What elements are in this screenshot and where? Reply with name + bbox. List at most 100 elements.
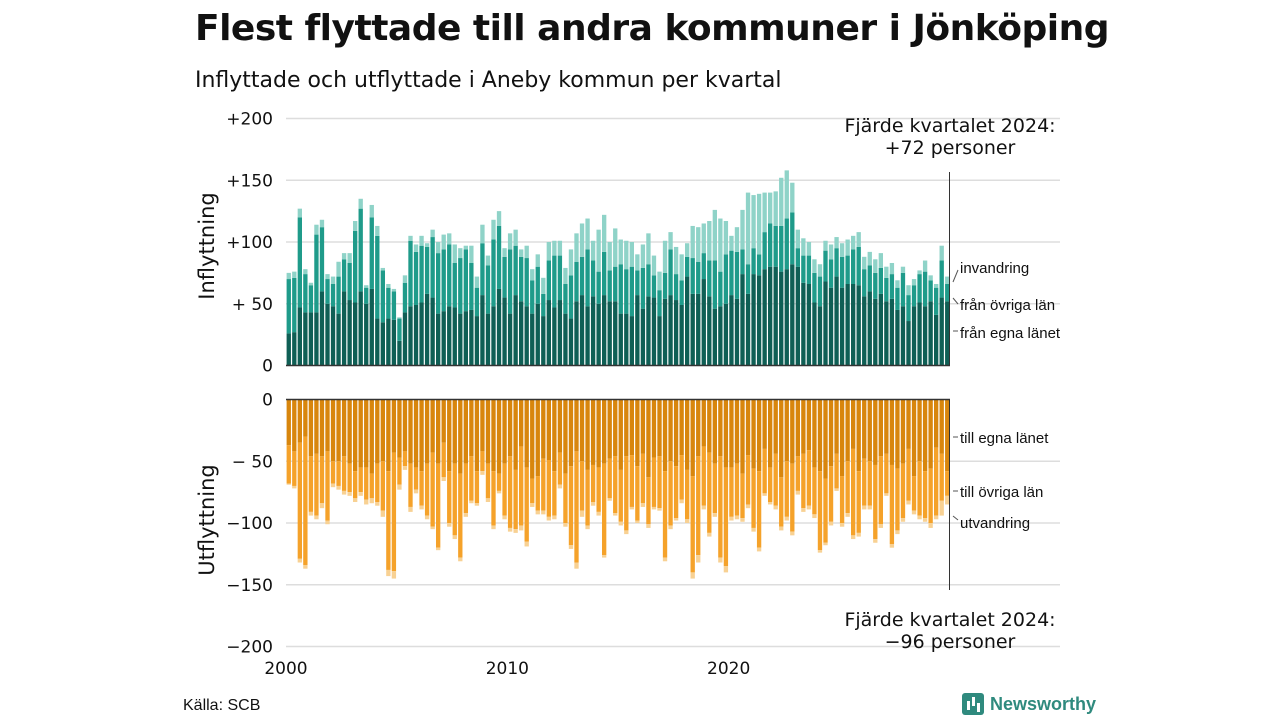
bar-inflyttning [768,223,773,267]
bar-inflyttning [314,224,319,235]
bar-inflyttning [945,283,950,302]
bar-inflyttning [590,260,596,297]
bar-inflyttning [751,248,756,275]
bar-inflyttning [413,251,419,305]
bar-inflyttning [939,297,944,366]
bar-utflyttning [707,399,712,453]
bar-utflyttning [341,456,347,491]
legend-fran-ovriga-lan: från övriga län [960,297,1055,314]
bar-inflyttning [729,295,734,366]
bar-utflyttning [934,515,939,520]
bar-inflyttning [375,235,380,319]
bar-utflyttning [347,399,352,464]
bar-utflyttning [552,471,557,516]
bar-inflyttning [303,269,308,275]
bar-inflyttning [878,267,883,294]
legend-till-egna-lanet: till egna länet [960,430,1049,447]
bar-utflyttning [347,463,352,493]
bar-utflyttning [413,489,419,494]
bar-inflyttning [596,271,601,304]
bar-utflyttning [751,468,756,528]
bar-inflyttning [928,275,933,281]
bar-inflyttning [828,259,834,288]
bar-utflyttning [530,399,535,479]
bar-inflyttning [579,295,585,366]
bar-inflyttning [557,240,563,256]
bar-inflyttning [651,297,657,366]
bar-inflyttning [939,245,944,261]
brand-name: Newsworthy [990,693,1097,714]
bar-utflyttning [845,461,850,514]
bar-inflyttning [884,277,889,302]
bar-utflyttning [928,468,933,523]
bar-utflyttning [474,503,480,506]
bar-utflyttning [707,452,712,533]
bar-utflyttning [502,463,507,516]
bar-inflyttning [364,285,369,288]
bar-inflyttning [817,264,823,277]
bar-inflyttning [447,244,452,307]
bar-utflyttning [613,513,618,516]
bar-inflyttning [873,259,878,273]
bar-inflyttning [762,232,767,270]
bar-utflyttning [723,566,729,573]
bar-utflyttning [873,464,878,540]
bar-inflyttning [391,291,397,320]
bar-inflyttning [696,261,701,294]
bar-inflyttning [629,242,634,267]
bar-utflyttning [341,490,347,495]
bar-inflyttning [413,304,419,366]
bar-inflyttning [380,267,385,271]
bar-inflyttning [934,314,939,366]
bar-utflyttning [574,451,579,563]
bar-inflyttning [618,313,623,366]
bar-utflyttning [922,471,928,519]
bar-inflyttning [889,274,895,299]
bar-inflyttning [602,251,607,296]
bar-inflyttning [917,274,922,303]
bar-utflyttning [873,539,878,543]
bar-utflyttning [673,399,679,467]
bar-utflyttning [851,448,856,536]
bar-utflyttning [424,515,430,520]
bar-utflyttning [685,469,690,520]
bar-inflyttning [673,300,679,366]
bar-utflyttning [397,457,402,485]
bar-utflyttning [413,399,419,468]
bar-utflyttning [707,532,712,537]
bar-utflyttning [790,399,795,464]
bar-inflyttning [851,235,856,250]
bar-utflyttning [657,456,662,509]
bar-utflyttning [613,456,618,514]
bar-inflyttning [900,272,906,307]
bar-utflyttning [491,471,496,526]
bar-inflyttning [402,275,408,283]
bar-inflyttning [330,283,336,307]
bar-utflyttning [906,448,911,501]
legend-leader [952,269,959,283]
bar-utflyttning [784,399,789,462]
bar-inflyttning [286,279,291,334]
bar-utflyttning [895,399,900,469]
brand-logo: Newsworthy [962,693,1096,715]
bar-inflyttning [945,301,950,366]
bar-inflyttning [386,287,391,319]
bar-utflyttning [579,510,585,517]
bar-inflyttning [341,259,347,292]
bar-utflyttning [519,446,524,526]
bar-inflyttning [596,303,601,366]
bar-inflyttning [292,271,297,278]
bar-inflyttning [851,249,856,284]
bar-inflyttning [524,306,529,366]
bar-inflyttning [496,211,502,226]
legend-invandring: invandring [960,260,1029,277]
bar-utflyttning [590,464,596,503]
bar-utflyttning [441,399,446,443]
bar-inflyttning [436,242,441,254]
bar-inflyttning [790,182,795,213]
bar-utflyttning [701,505,706,510]
bar-utflyttning [314,515,319,520]
bar-utflyttning [325,520,330,525]
bar-inflyttning [934,287,939,315]
bar-utflyttning [911,510,917,515]
